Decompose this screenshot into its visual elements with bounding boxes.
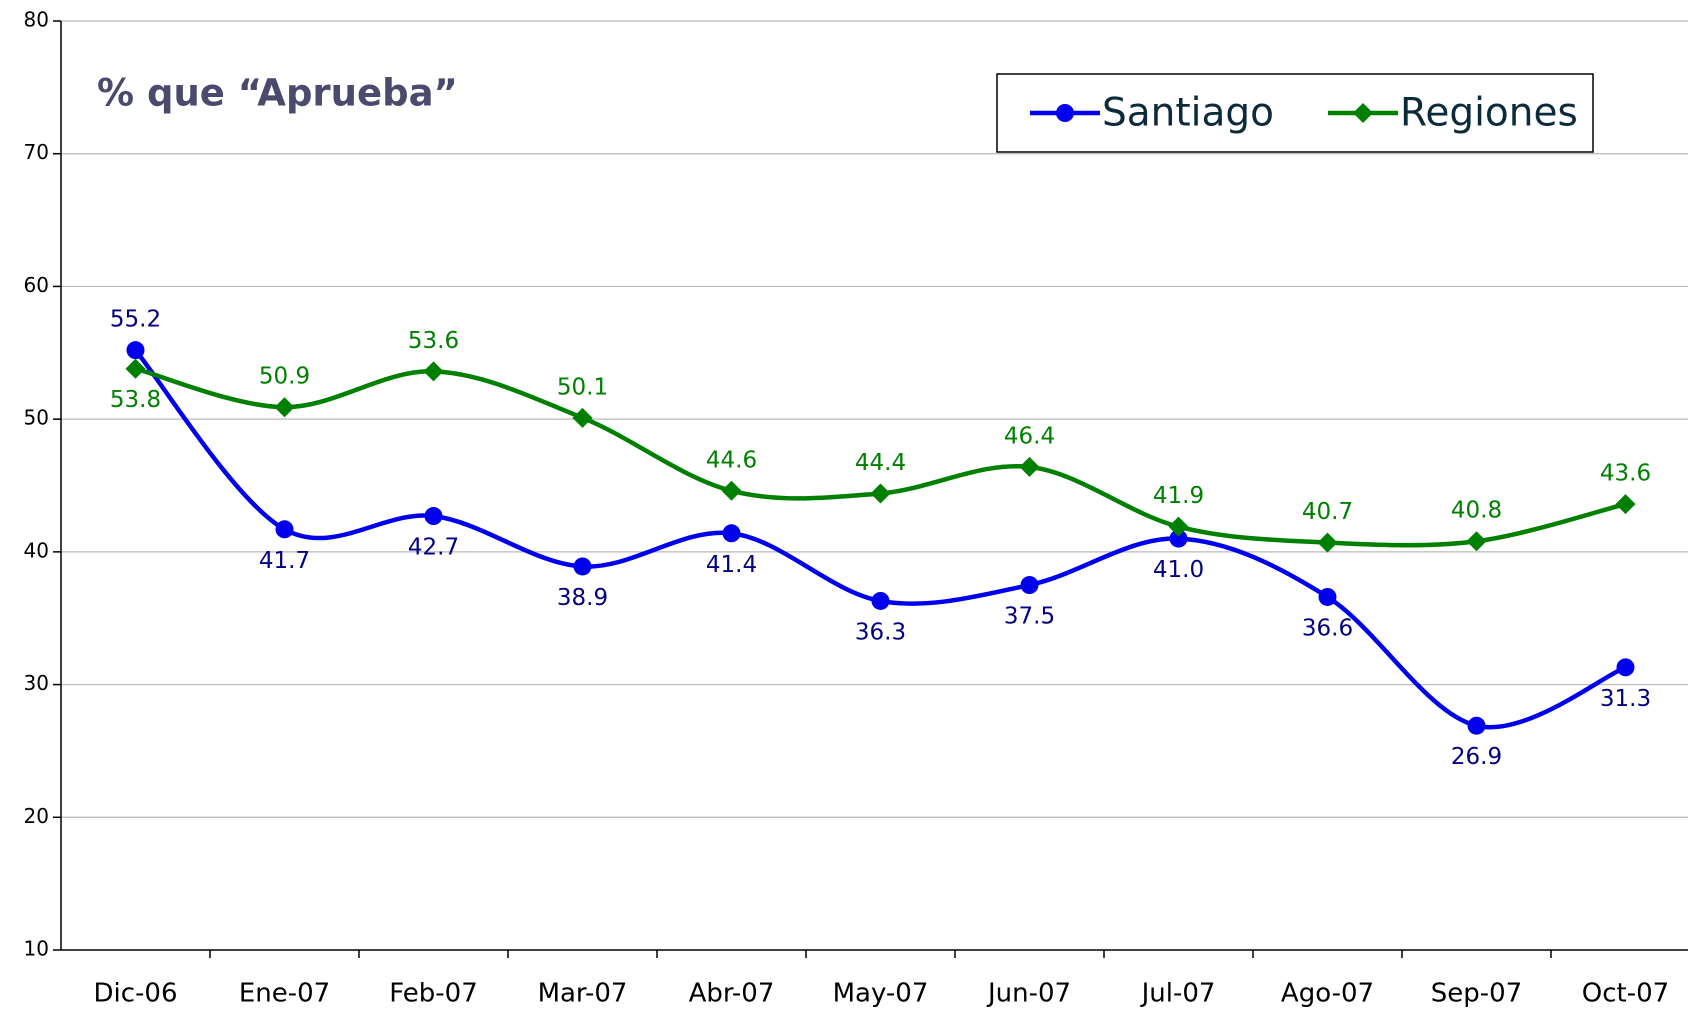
data-label: 44.4 <box>855 450 906 476</box>
data-point <box>274 397 295 418</box>
x-tick-label: Dic-06 <box>93 979 177 1009</box>
data-label: 41.9 <box>1153 483 1204 509</box>
x-tick-label: Abr-07 <box>689 979 775 1009</box>
data-point <box>1466 531 1487 552</box>
data-point <box>1615 494 1636 515</box>
data-label: 40.8 <box>1451 498 1502 524</box>
data-point <box>871 591 890 610</box>
x-tick-label: Ago-07 <box>1281 979 1374 1009</box>
data-point <box>275 520 294 539</box>
data-label: 50.9 <box>259 364 310 390</box>
y-tick-label: 10 <box>24 937 49 961</box>
x-tick-label: Jun-07 <box>986 979 1071 1009</box>
data-label: 55.2 <box>110 307 161 333</box>
y-tick-label: 30 <box>24 671 49 695</box>
chart-title: % que “Aprueba” <box>97 72 458 115</box>
data-label: 41.7 <box>259 548 310 574</box>
data-label: 43.6 <box>1600 461 1651 487</box>
data-point <box>573 557 592 576</box>
y-tick-label: 70 <box>24 140 49 164</box>
legend-label: Santiago <box>1102 91 1274 136</box>
data-label: 44.6 <box>706 447 757 473</box>
data-label: 46.4 <box>1004 423 1055 449</box>
data-point <box>721 480 742 501</box>
x-tick-label: May-07 <box>833 979 929 1009</box>
data-point <box>870 483 891 504</box>
data-label: 38.9 <box>557 585 608 611</box>
data-point <box>126 341 145 360</box>
data-point <box>572 407 593 428</box>
data-point <box>722 524 741 543</box>
data-label: 50.1 <box>557 374 608 400</box>
data-label: 41.0 <box>1153 557 1204 583</box>
data-point <box>1019 456 1040 477</box>
data-label: 26.9 <box>1451 744 1502 770</box>
legend-marker <box>1353 103 1373 123</box>
x-tick-label: Oct-07 <box>1582 979 1669 1009</box>
data-point <box>1467 716 1486 735</box>
y-tick-label: 80 <box>24 8 49 32</box>
legend-label: Regiones <box>1400 91 1578 136</box>
data-label: 31.3 <box>1600 686 1651 712</box>
data-label: 53.6 <box>408 328 459 354</box>
data-point <box>1318 587 1337 606</box>
data-label: 40.7 <box>1302 499 1353 525</box>
data-point <box>1616 658 1635 677</box>
data-point <box>423 361 444 382</box>
y-tick-label: 50 <box>24 406 49 430</box>
legend-marker <box>1056 104 1074 122</box>
data-point <box>1317 532 1338 553</box>
data-point <box>1169 529 1188 548</box>
data-point <box>1020 576 1039 595</box>
x-tick-label: Ene-07 <box>239 979 330 1009</box>
data-label: 36.3 <box>855 619 906 645</box>
data-label: 53.8 <box>110 387 161 413</box>
x-tick-label: Jul-07 <box>1140 979 1216 1009</box>
data-point <box>1168 516 1189 537</box>
data-point <box>125 358 146 379</box>
data-point <box>424 507 443 526</box>
y-tick-label: 40 <box>24 538 49 562</box>
x-tick-label: Mar-07 <box>538 979 628 1009</box>
data-label: 41.4 <box>706 552 757 578</box>
x-tick-label: Sep-07 <box>1431 979 1522 1009</box>
data-label: 36.6 <box>1302 615 1353 641</box>
y-tick-label: 20 <box>24 804 49 828</box>
x-tick-label: Feb-07 <box>389 979 478 1009</box>
data-label: 37.5 <box>1004 604 1055 630</box>
data-label: 42.7 <box>408 535 459 561</box>
y-tick-label: 60 <box>24 273 49 297</box>
